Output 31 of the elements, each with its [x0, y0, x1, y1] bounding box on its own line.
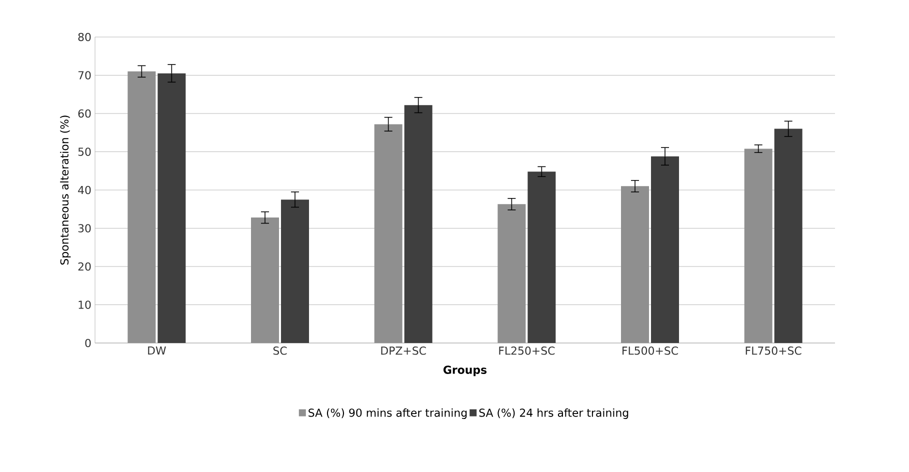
- y-tick-label: 50: [78, 148, 91, 156]
- bar: [280, 200, 309, 343]
- bar: [158, 73, 186, 343]
- y-tick-label: 40: [78, 186, 91, 194]
- y-tick-label: 20: [78, 262, 91, 271]
- x-tick-label: SC: [273, 346, 287, 355]
- y-tick-label: 60: [78, 109, 91, 118]
- y-axis-title: Spontaneous alteration (%): [60, 116, 71, 265]
- bar: [621, 186, 650, 343]
- bar: [651, 156, 679, 343]
- bar: [374, 124, 402, 343]
- bar: [404, 105, 432, 343]
- x-tick-label: DW: [148, 346, 166, 355]
- x-tick-label: FL750+SC: [746, 346, 802, 355]
- legend-label: SA (%) 90 mins after training: [308, 408, 467, 419]
- y-tick-label: 70: [78, 71, 91, 80]
- legend-label: SA (%) 24 hrs after training: [479, 408, 628, 419]
- y-tick-label: 80: [78, 32, 91, 42]
- x-tick-label: FL500+SC: [622, 346, 678, 355]
- bar: [744, 148, 772, 343]
- x-axis-title: Groups: [444, 366, 487, 376]
- y-tick-label: 0: [85, 338, 91, 348]
- y-tick-label: 30: [78, 224, 91, 232]
- bar: [528, 172, 556, 343]
- x-tick-label: DPZ+SC: [381, 346, 426, 355]
- bar: [774, 128, 802, 343]
- y-tick-label: 10: [78, 300, 91, 309]
- bar: [251, 218, 280, 343]
- bar: [498, 204, 526, 343]
- bar: [128, 71, 156, 343]
- x-tick-label: FL250+SC: [499, 346, 555, 355]
